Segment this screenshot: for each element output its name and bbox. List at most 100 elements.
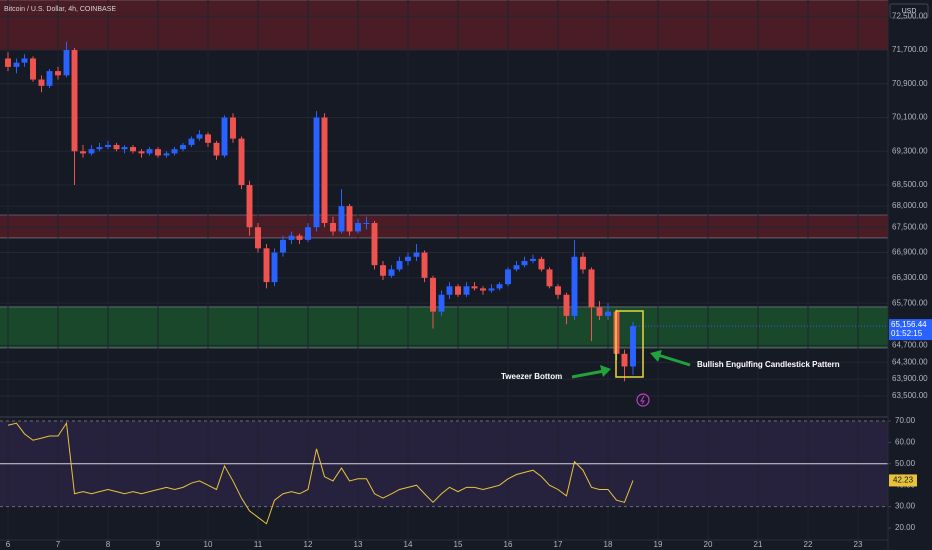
candle-body [46,71,53,86]
x-tick-label: 23 [854,540,863,549]
candle-body [171,149,178,154]
x-tick-label: 20 [704,540,713,549]
candle-body [38,79,45,86]
y-tick-label: 67,500.00 [892,222,928,231]
candle-body [563,294,570,316]
candle-body [146,149,153,154]
currency-box[interactable] [889,3,929,19]
arrow [657,353,691,367]
candle-body [180,144,186,150]
candle-body [188,138,195,145]
candle-body [255,227,261,249]
candle-body [521,260,528,266]
y-tick-label: 63,900.00 [892,374,928,383]
x-tick-label: 11 [254,540,263,549]
y-tick-label: 68,500.00 [892,180,928,189]
candle-body [30,58,36,80]
candle-body [96,147,103,150]
candle-body [80,151,86,154]
candle-body [271,252,278,283]
candle-body [538,258,545,270]
candle-body [280,239,286,253]
candle-body [396,260,403,270]
last-price-box [889,319,932,341]
chart-title: Bitcoin / U.S. Dollar, 4h, COINBASE [4,6,116,13]
y-tick-label: 66,900.00 [892,248,928,257]
candle-body [630,326,636,367]
y-tick-label: 70,100.00 [892,113,928,122]
pattern-box [615,310,644,378]
candle-body [371,223,378,266]
candle-body [21,58,28,63]
zone [0,0,888,51]
labels: 72,500.00 71,700.00 70,900.00 70,100.00 69,3… [6,11,932,549]
x-tick-label: 13 [354,540,363,549]
y-tick-label: 70,900.00 [892,79,928,88]
candle-body [421,252,428,278]
alert-icon-bolt [640,395,645,405]
candle-body [13,62,20,67]
candle-body [296,235,303,240]
last-price: 65,156.44 [891,320,927,329]
candle-body [121,147,128,150]
y-tick-label: 65,700.00 [892,298,928,307]
candle-body [221,117,228,156]
candle-body [488,288,495,291]
candle-body [388,269,395,276]
y-tick-label: 66,300.00 [892,273,928,282]
candle-body [246,185,253,228]
candle-body [163,153,170,156]
candle-body [155,149,161,156]
candle-body [213,142,220,156]
arrow-head [600,365,611,377]
x-tick-label: 21 [754,540,763,549]
candle-body [338,206,345,232]
candle-body [363,223,370,225]
rsi-tick-label: 30.00 [895,502,916,511]
candle-body [596,307,603,316]
x-tick-label: 6 [6,540,11,549]
y-tick-label: 69,300.00 [892,146,928,155]
marks [0,41,888,525]
y-tick-label: 64,300.00 [892,357,928,366]
alert-icon[interactable] [636,393,650,407]
candle-body [505,269,511,285]
x-tick-label: 10 [204,540,213,549]
candle-body [138,151,145,154]
candle-body [288,235,295,240]
candle-body [471,286,478,289]
candle-body [263,248,270,283]
candle-body [230,117,236,139]
zone [0,214,888,238]
currency: USD [902,8,917,15]
candle-body [546,269,553,287]
rsi-value-box [889,474,917,487]
candle-body [88,149,95,154]
candle-body [205,134,211,143]
candle-body [621,353,628,367]
candle-body [130,147,136,152]
candle-body [313,117,320,228]
candle-body [555,286,561,295]
candle-body [463,286,470,295]
x-tick-label: 9 [156,540,161,549]
y-tick-label: 72,500.00 [892,11,928,20]
rsi-value: 42.23 [893,476,914,485]
candle-body [113,144,120,150]
rsi-tick-label: 70.00 [895,416,916,425]
rsi-tick-label: 60.00 [895,438,916,447]
candle-body [513,265,520,270]
x-tick-label: 18 [604,540,613,549]
candle-body [588,269,595,308]
candle-body [413,252,420,257]
candle-body [530,258,536,261]
x-tick-label: 12 [304,540,313,549]
arrow-head [650,350,662,362]
candle-body [321,117,328,224]
candle-body [355,223,361,232]
candle-body [55,71,61,76]
x-tick-label: 15 [454,540,463,549]
rsi-tick-label: 20.00 [895,523,916,532]
x-tick-label: 17 [554,540,563,549]
